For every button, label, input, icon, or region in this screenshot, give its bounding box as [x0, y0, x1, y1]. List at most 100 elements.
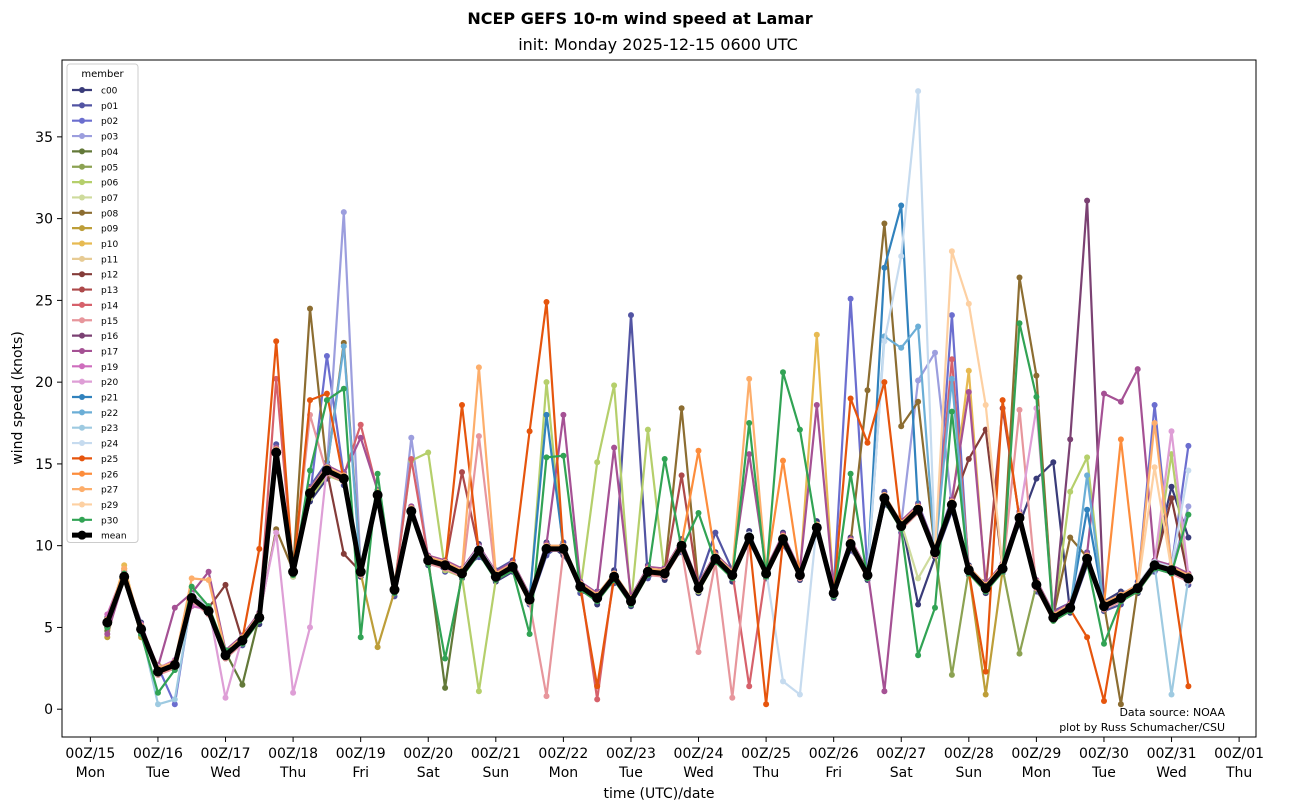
y-tick-label: 10 [35, 539, 53, 555]
mean-point [254, 612, 265, 623]
x-tick-day-label: Thu [752, 765, 779, 781]
x-axis-label: time (UTC)/date [603, 786, 714, 802]
series-point [594, 696, 601, 703]
legend-entry-p19: p19 [72, 363, 118, 373]
series-point [813, 331, 820, 338]
series-point [104, 631, 111, 637]
mean-point [305, 488, 315, 499]
x-tick-label: 00Z/17 [201, 746, 251, 762]
x-tick-label: 00Z/31 [1147, 746, 1197, 762]
series-point [340, 343, 347, 350]
series-point [1101, 640, 1107, 647]
series-point [611, 444, 618, 451]
series-point [864, 387, 871, 394]
series-point [915, 398, 922, 405]
mean-point [558, 543, 569, 554]
legend-entry-p03: p03 [72, 133, 118, 143]
mean-point [659, 568, 670, 579]
legend-label: p30 [101, 516, 118, 526]
series-point [340, 209, 347, 216]
x-tick-label: 00Z/29 [1011, 746, 1061, 762]
series-point [999, 397, 1006, 404]
legend-entry-p16: p16 [72, 332, 118, 342]
series-point [1117, 701, 1124, 708]
series-point [475, 433, 482, 440]
mean-point [102, 617, 113, 628]
mean-point [997, 563, 1008, 574]
legend-label: p24 [101, 440, 118, 450]
legend-label: p02 [101, 117, 118, 127]
legend-label: p09 [101, 225, 118, 235]
mean-point [186, 593, 197, 603]
series-point [1117, 398, 1124, 405]
x-tick-label: 00Z/18 [268, 746, 318, 762]
series-point [1084, 454, 1091, 461]
series-point [357, 421, 364, 428]
series-point [475, 688, 482, 695]
series-point [188, 575, 195, 582]
series-point [340, 385, 347, 392]
series-point [171, 701, 178, 708]
series-point [543, 379, 550, 386]
series-point [982, 691, 989, 698]
series-point [982, 402, 989, 408]
mean-point [271, 447, 282, 458]
legend-swatch-marker [79, 301, 85, 308]
legend-entry-p12: p12 [72, 271, 118, 281]
series-point [273, 338, 280, 345]
x-tick-label: 00Z/27 [876, 746, 926, 762]
series-point [881, 220, 888, 227]
legend-swatch-marker [77, 530, 87, 540]
legend-label: p01 [101, 102, 118, 112]
series-point [932, 604, 938, 611]
legend-label: p10 [101, 240, 118, 250]
mean-point [288, 566, 299, 577]
legend-swatch-marker [79, 332, 85, 339]
mean-point [203, 606, 214, 617]
mean-point [220, 650, 231, 661]
plot-frame [61, 59, 1257, 738]
legend-swatch-marker [79, 516, 85, 523]
x-tick-label: 00Z/30 [1079, 746, 1129, 762]
mean-point [727, 570, 738, 581]
series-point [678, 405, 685, 412]
series-point [1033, 372, 1040, 379]
series-point [1101, 698, 1107, 704]
x-tick-label: 00Z/22 [538, 746, 588, 762]
legend-label: p19 [101, 363, 118, 373]
series-point [1084, 472, 1091, 479]
mean-point [440, 560, 451, 571]
legend-swatch-marker [79, 409, 85, 416]
series-point [898, 202, 905, 209]
legend-entry-p29: p29 [72, 501, 118, 511]
legend-entry-p22: p22 [72, 409, 118, 419]
mean-point [1082, 553, 1093, 564]
series-point [915, 377, 922, 384]
legend-entry-p25: p25 [72, 455, 118, 465]
mean-point [862, 570, 873, 581]
mean-point [153, 666, 163, 677]
legend-label: p23 [101, 424, 118, 434]
series-point [307, 467, 313, 474]
legend-entry-p10: p10 [72, 240, 118, 250]
legend-label: p16 [101, 332, 118, 342]
mean-point [541, 543, 552, 554]
series-point [915, 601, 922, 608]
legend-swatch-marker [79, 424, 85, 431]
series-point [746, 375, 753, 382]
legend-swatch-marker [79, 363, 85, 370]
legend-swatch-marker [79, 148, 85, 155]
x-axis: 00Z/15 Mon 00Z/16 Tue 00Z/17 Wed 00Z/18 Thu 00Z/… [65, 737, 1264, 781]
series-point [543, 454, 550, 461]
series-point [948, 248, 955, 255]
series-point [965, 300, 972, 307]
mean-point [913, 504, 924, 515]
series-point [1084, 197, 1091, 204]
x-tick-day-label: Sat [890, 765, 913, 781]
legend-entry-p01: p01 [72, 102, 118, 112]
series-point [171, 696, 178, 703]
series-point [1067, 488, 1074, 495]
mean-point [609, 571, 620, 582]
series-point [915, 323, 922, 330]
series-point [121, 565, 128, 572]
